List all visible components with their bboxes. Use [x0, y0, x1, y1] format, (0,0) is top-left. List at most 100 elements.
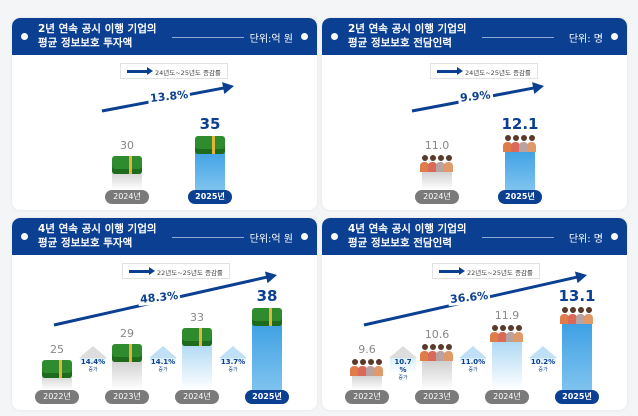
- step-percent: 14.4%: [80, 358, 106, 366]
- people-group-icon: [420, 343, 454, 362]
- value-label: 29: [120, 327, 134, 340]
- arrow-head-icon: [222, 82, 234, 94]
- dot-icon: [21, 33, 28, 40]
- step-label: 증가: [386, 374, 420, 381]
- dot-icon: [331, 33, 338, 40]
- step-percent: 14.1%: [150, 358, 176, 366]
- legend: 22년도~25년도 증감률: [432, 263, 540, 279]
- arrow-head-icon: [532, 82, 544, 94]
- bar: [352, 372, 382, 390]
- bar: [182, 340, 212, 390]
- legend-label: 24년도~25년도 증감률: [465, 69, 531, 77]
- value-label: 33: [190, 311, 204, 324]
- panel-header: 2년 연속 공시 이행 기업의 평균 정보보호 투자액 단위:억 원: [12, 18, 317, 55]
- unit-label: 단위:억 원: [249, 234, 293, 245]
- up-arrow-icon: [149, 346, 177, 358]
- dot-icon: [611, 233, 618, 240]
- unit-label: 단위: 명: [568, 34, 603, 45]
- trend-arrow: [101, 82, 234, 113]
- chart-panel: 2년 연속 공시 이행 기업의 평균 정보보호 전담인력 단위: 명 24년도~25…: [322, 18, 627, 210]
- chart-panel: 4년 연속 공시 이행 기업의 평균 정보보호 전담인력 단위: 명 22년도~25…: [322, 218, 627, 410]
- up-arrow-icon: [79, 346, 107, 358]
- value-label: 11.9: [494, 308, 520, 322]
- dot-icon: [611, 33, 618, 40]
- people-group-icon: [420, 154, 454, 172]
- people-group-icon: [350, 358, 384, 376]
- step-change: 11.0% 증가: [456, 346, 490, 373]
- dot-icon: [301, 33, 308, 40]
- legend-label: 22년도~25년도 증감률: [157, 269, 223, 277]
- bar: [422, 168, 452, 190]
- step-label: 증가: [456, 366, 490, 373]
- step-label: 증가: [526, 366, 560, 373]
- up-arrow-icon: [389, 346, 417, 358]
- up-arrow-icon: [529, 346, 557, 358]
- legend: 24년도~25년도 증감률: [430, 63, 538, 79]
- divider: [172, 237, 244, 238]
- arrow-head-icon: [264, 271, 277, 284]
- money-stack-icon: [252, 308, 282, 326]
- step-percent: 10.7 %: [390, 358, 416, 374]
- step-change: 13.7% 증가: [216, 346, 250, 373]
- trend-arrow: [411, 82, 544, 113]
- step-label: 증가: [76, 366, 110, 373]
- step-percent: 10.2%: [530, 358, 556, 366]
- money-stack-icon: [182, 328, 212, 346]
- divider: [172, 37, 244, 38]
- step-label: 증가: [216, 366, 250, 373]
- bar: [422, 357, 452, 390]
- value-label: 12.1: [501, 115, 539, 133]
- value-label: 38: [256, 287, 278, 305]
- step-percent: 11.0%: [460, 358, 486, 366]
- dot-icon: [331, 233, 338, 240]
- chart-title: 4년 연속 공시 이행 기업의 평균 정보보호 전담인력: [348, 223, 467, 249]
- bar: [562, 320, 592, 390]
- chart-title: 2년 연속 공시 이행 기업의 평균 정보보호 투자액: [38, 23, 157, 49]
- step-percent: 13.7%: [220, 358, 246, 366]
- arrow-head-icon: [574, 271, 587, 284]
- dot-icon: [301, 233, 308, 240]
- legend-label: 22년도~25년도 증감률: [467, 269, 533, 277]
- unit-label: 단위:억 원: [249, 34, 293, 45]
- unit-label: 단위: 명: [568, 234, 603, 245]
- money-stack-icon: [112, 344, 142, 362]
- bar: [195, 148, 225, 190]
- value-label: 13.1: [558, 287, 596, 305]
- bar: [505, 148, 535, 190]
- value-label: 11.0: [424, 139, 450, 152]
- arrow-icon: [127, 67, 153, 75]
- year-label: 2025년: [555, 390, 599, 404]
- panel-header: 2년 연속 공시 이행 기업의 평균 정보보호 전담인력 단위: 명: [322, 18, 627, 55]
- panel-header: 4년 연속 공시 이행 기업의 평균 정보보호 투자액 단위:억 원: [12, 218, 317, 255]
- year-label: 2025년: [245, 390, 289, 404]
- step-change: 10.7 % 증가: [386, 346, 420, 381]
- step-change: 10.2% 증가: [526, 346, 560, 373]
- arrow-icon: [437, 67, 463, 75]
- year-label: 2024년: [415, 190, 459, 204]
- bar: [492, 337, 522, 390]
- legend-label: 24년도~25년도 증감률: [155, 69, 221, 77]
- people-group-icon: [490, 324, 524, 342]
- value-label: 10.6: [424, 328, 450, 342]
- divider: [482, 237, 554, 238]
- year-label: 2024년: [105, 190, 149, 204]
- value-label: 25: [50, 343, 64, 356]
- people-group-icon: [560, 306, 594, 324]
- arrow-icon: [129, 267, 155, 275]
- chart-panel: 2년 연속 공시 이행 기업의 평균 정보보호 투자액 단위:억 원 24년도~25…: [12, 18, 317, 210]
- people-group-icon: [503, 134, 537, 152]
- trend-arrow: [53, 271, 277, 327]
- arrow-icon: [439, 267, 465, 275]
- year-label: 2025년: [498, 190, 542, 204]
- dot-icon: [21, 233, 28, 240]
- step-change: 14.4% 증가: [76, 346, 110, 373]
- money-stack-icon: [195, 136, 225, 154]
- value-label: 30: [120, 139, 134, 152]
- up-arrow-icon: [459, 346, 487, 358]
- year-label: 2023년: [415, 390, 459, 404]
- chart-title: 2년 연속 공시 이행 기업의 평균 정보보호 전담인력: [348, 23, 467, 49]
- year-label: 2025년: [188, 190, 232, 204]
- step-change: 14.1% 증가: [146, 346, 180, 373]
- chart-panel: 4년 연속 공시 이행 기업의 평균 정보보호 투자액 단위:억 원 22년도~25…: [12, 218, 317, 410]
- panel-header: 4년 연속 공시 이행 기업의 평균 정보보호 전담인력 단위: 명: [322, 218, 627, 255]
